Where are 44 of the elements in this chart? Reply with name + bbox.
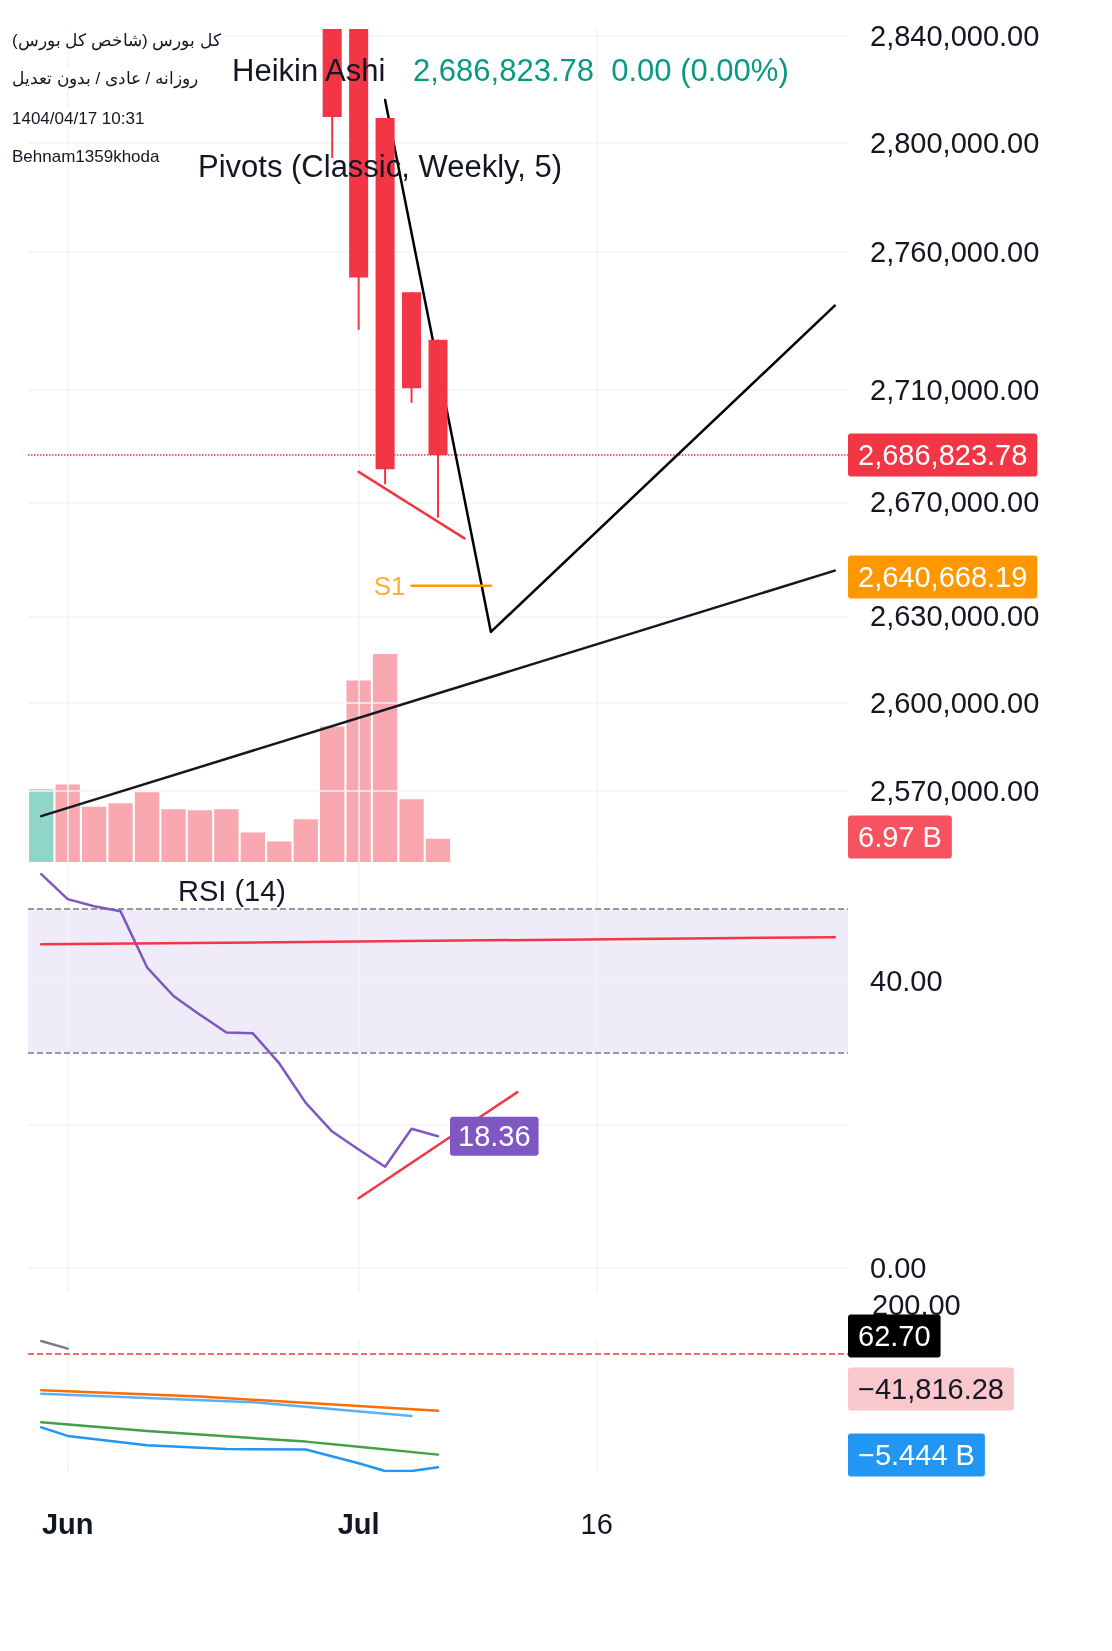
bar xyxy=(267,841,292,862)
line-series xyxy=(39,872,440,1168)
bar xyxy=(161,809,186,862)
text: −5.444 B xyxy=(858,1439,975,1471)
ref-line-label: 2,686,823.78 xyxy=(858,438,1028,471)
x-tick-label: Jul xyxy=(337,1507,380,1540)
text: 62.70 xyxy=(858,1320,931,1352)
bar xyxy=(81,806,107,862)
bar xyxy=(399,799,424,862)
y-tick-label: 40.00 xyxy=(870,964,943,997)
text: −41,816.28 xyxy=(858,1373,1004,1405)
text: 200.00 xyxy=(872,1289,961,1321)
bar xyxy=(108,803,133,862)
series-label: S1 xyxy=(373,570,406,601)
bar xyxy=(214,809,239,862)
annotation: 2,686,823.78 0.00 (0.00%) xyxy=(413,52,789,88)
annotation: روزانه / عادی / بدون تعدیل xyxy=(12,68,199,89)
x-tick-label: 16 xyxy=(580,1507,613,1540)
y-tick-label: 2,800,000.00 xyxy=(870,127,1040,160)
bar xyxy=(346,680,371,862)
bar xyxy=(134,792,160,862)
y-tick-label: 2,570,000.00 xyxy=(870,774,1040,807)
bar xyxy=(425,838,451,862)
y-tick-label: 2,600,000.00 xyxy=(870,687,1040,720)
data-label: 18.36 xyxy=(458,1120,531,1153)
text: 6.97 B xyxy=(858,821,942,853)
y-tick-label: 2,840,000.00 xyxy=(870,19,1040,52)
y-tick-label: 2,630,000.00 xyxy=(870,600,1040,633)
bar xyxy=(187,810,213,862)
y-tick-label: 2,760,000.00 xyxy=(870,235,1040,268)
annotation: Behnam1359khoda xyxy=(12,146,160,166)
bar xyxy=(372,654,398,862)
chart-title: RSI (14) xyxy=(178,874,286,907)
annotation: كل بورس (شاخص كل بورس) xyxy=(12,30,223,51)
bar xyxy=(240,832,266,862)
y-tick-label: 2,710,000.00 xyxy=(870,373,1040,406)
bar xyxy=(293,819,318,862)
y-tick-label: 0.00 xyxy=(870,1251,927,1284)
annotation: 1404/04/17 10:31 xyxy=(12,108,145,128)
text: 2,640,668.19 xyxy=(858,561,1028,593)
bar xyxy=(320,726,345,862)
y-tick-label: 2,670,000.00 xyxy=(870,486,1040,519)
x-tick-label: Jun xyxy=(41,1507,94,1540)
bar xyxy=(29,789,54,862)
